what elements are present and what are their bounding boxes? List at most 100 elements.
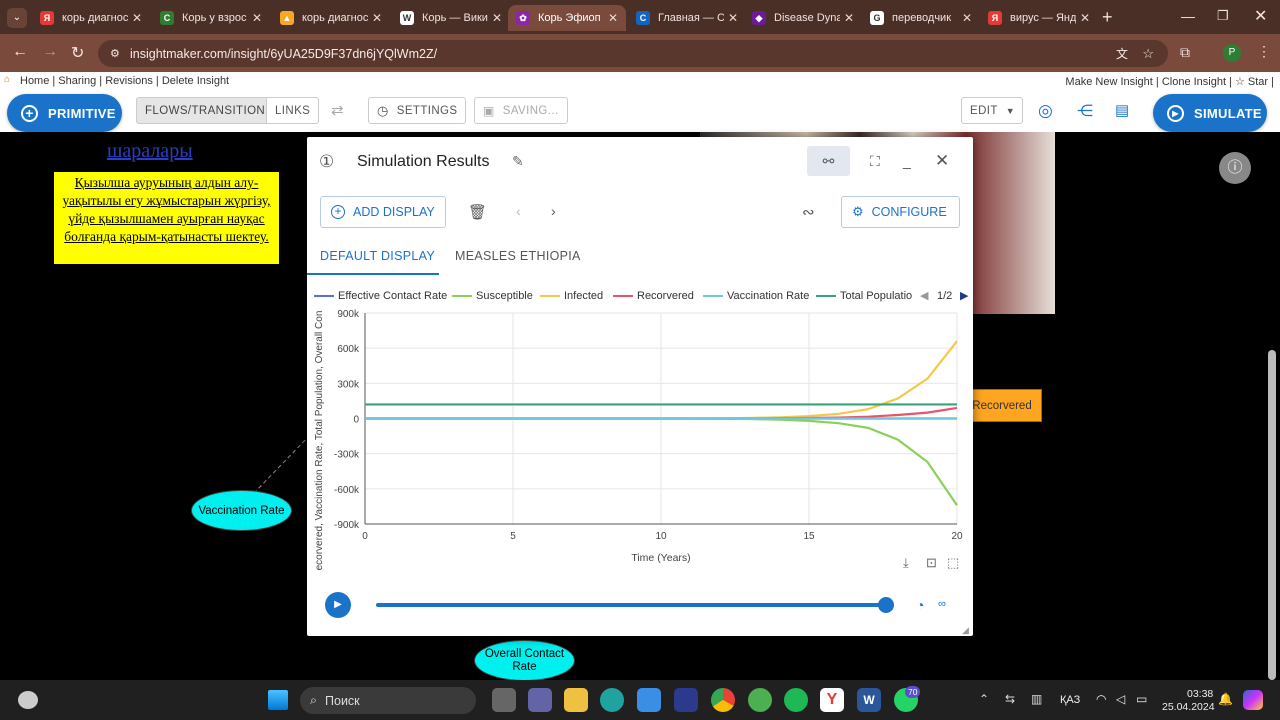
spotify-icon[interactable] [784, 688, 808, 712]
browser-tab[interactable]: ◆ Disease Dyna ✕ [744, 5, 862, 31]
resize-handle-icon[interactable]: ◢ [962, 625, 969, 635]
close-tab-icon[interactable]: ✕ [1079, 11, 1090, 25]
close-dialog-icon[interactable]: ✕ [935, 151, 950, 170]
bookmark-star-icon[interactable]: ☆ [1142, 45, 1154, 61]
copilot-icon[interactable] [1243, 690, 1263, 710]
flows-transitions-toggle[interactable]: FLOWS/TRANSITIONS [136, 97, 283, 124]
insight-links-right[interactable]: Make New Insight | Clone Insight | ☆ Sta… [1065, 76, 1274, 88]
notifications-icon[interactable]: 🔔 [1218, 692, 1233, 706]
tray-chevron-icon[interactable]: ⌃ [979, 692, 990, 706]
wifi-icon[interactable]: ◠ [1096, 692, 1107, 706]
word-icon[interactable]: W [857, 688, 881, 712]
site-info-icon[interactable]: ⚙ [110, 48, 120, 60]
settings-button[interactable]: ◷ SETTINGS [368, 97, 467, 124]
saving-button[interactable]: ▣ SAVING... [474, 97, 568, 124]
close-tab-icon[interactable]: ✕ [607, 11, 618, 25]
taskbar-search[interactable]: ⌕ Поиск [300, 687, 476, 714]
close-window-button[interactable]: ✕ [1254, 8, 1268, 25]
legend-prev-icon[interactable]: ◀ [920, 290, 929, 302]
browser-tab[interactable]: W Корь — Вики ✕ [392, 5, 510, 31]
close-tab-icon[interactable]: ✕ [251, 11, 262, 25]
maximize-window-button[interactable]: ❐ [1217, 8, 1229, 23]
close-tab-icon[interactable]: ✕ [843, 11, 854, 25]
download-icon[interactable]: ⤓ [903, 555, 909, 570]
battery-icon[interactable]: ▭ [1136, 692, 1148, 706]
extensions-icon[interactable]: ⧉ [1180, 44, 1190, 60]
tab-list-icon[interactable]: ⌄ [7, 8, 27, 28]
legend-next-icon[interactable]: ▶ [960, 290, 969, 302]
add-display-button[interactable]: + ADD DISPLAY [320, 196, 446, 228]
yandex-icon[interactable]: Y [820, 688, 844, 712]
tab-default-display[interactable]: DEFAULT DISPLAY [320, 249, 435, 263]
previous-display-icon[interactable]: ‹ [516, 203, 521, 219]
edit-title-icon[interactable]: ✎ [512, 153, 524, 169]
tray-media-icon[interactable]: ▥ [1031, 692, 1043, 706]
task-view-icon[interactable] [492, 688, 516, 712]
clock-date[interactable]: 25.04.2024 [1162, 701, 1215, 713]
legend-item[interactable]: Effective Contact Rate [314, 290, 447, 302]
page-scrollbar[interactable] [1268, 350, 1276, 680]
link-results-icon[interactable]: ⚯ [807, 146, 850, 176]
next-display-icon[interactable]: › [551, 203, 556, 219]
store-icon[interactable] [637, 688, 661, 712]
close-tab-icon[interactable]: ✕ [491, 11, 502, 25]
profile-avatar[interactable]: P [1223, 44, 1241, 62]
address-bar[interactable]: ⚙ insightmaker.com/insight/6yUA25D9F37dn… [98, 40, 1168, 67]
forward-icon[interactable]: → [42, 43, 58, 60]
chrome-icon[interactable] [711, 688, 735, 712]
file-explorer-icon[interactable] [564, 688, 588, 712]
close-tab-icon[interactable]: ✕ [371, 11, 382, 25]
browser-tab[interactable]: ✿ Корь Эфиоп ✕ [508, 5, 626, 31]
weather-icon[interactable] [18, 691, 38, 709]
minimize-window-button[interactable]: — [1181, 8, 1195, 24]
tray-apps-icon[interactable]: ⇆ [1005, 692, 1016, 706]
simulate-button[interactable]: ▶ SIMULATE [1153, 94, 1267, 132]
toolbox-icon[interactable]: ▤ [1115, 102, 1130, 119]
volume-icon[interactable]: ◁ [1116, 692, 1126, 706]
draw-icon[interactable]: ∾ [802, 204, 815, 221]
fullscreen-icon[interactable]: ⛶ [870, 153, 880, 169]
reload-icon[interactable]: ↻ [71, 45, 85, 62]
back-icon[interactable]: ← [12, 43, 28, 60]
legend-item[interactable]: Total Populatio [816, 290, 912, 302]
clock-time[interactable]: 03:38 [1187, 688, 1214, 700]
recovered-stock-node[interactable]: Recorvered [962, 389, 1042, 422]
close-tab-icon[interactable]: ✕ [131, 11, 142, 25]
tab-measles-ethiopia[interactable]: MEASLES ETHIOPIA [455, 249, 581, 263]
mail-icon[interactable] [674, 688, 698, 712]
overall-contact-rate-node[interactable]: Overall Contact Rate [474, 640, 575, 681]
time-slider-thumb[interactable] [878, 597, 894, 613]
browser-tab[interactable]: C Главная — С ✕ [628, 5, 746, 31]
share-icon[interactable]: ⋲ [1077, 103, 1093, 120]
info-icon[interactable]: ⓘ [1219, 152, 1251, 184]
configure-button[interactable]: ⚙ CONFIGURE [841, 196, 960, 228]
teams-icon[interactable] [528, 688, 552, 712]
start-button[interactable] [268, 690, 288, 710]
palette-icon[interactable]: ◎ [1038, 101, 1053, 120]
legend-item[interactable]: Recorvered [613, 290, 694, 302]
utorrent-icon[interactable] [748, 688, 772, 712]
minimize-dialog-icon[interactable]: _ [903, 153, 911, 169]
edge-icon[interactable] [600, 688, 624, 712]
expand-chart-icon[interactable]: ⬚ [947, 555, 960, 570]
language-indicator[interactable]: ҚАЗ [1060, 694, 1081, 706]
play-button[interactable]: ▶ [325, 592, 351, 618]
primitive-button[interactable]: + PRIMITIVE [7, 94, 122, 132]
translate-icon[interactable]: 文 [1115, 47, 1128, 61]
legend-item[interactable]: Vaccination Rate [703, 290, 809, 302]
edit-dropdown[interactable]: EDIT ▼ [961, 97, 1023, 124]
legend-item[interactable]: Susceptible [452, 290, 533, 302]
speed-icon[interactable]: ◔ [916, 597, 925, 613]
delete-display-icon[interactable]: 🗑 [468, 204, 488, 221]
swap-direction-icon[interactable]: ⇄ [331, 102, 344, 119]
prevention-note[interactable]: Қызылша ауруының алдын алу-уақытылы егу … [54, 172, 279, 264]
legend-item[interactable]: Infected [540, 290, 603, 302]
close-tab-icon[interactable]: ✕ [727, 11, 738, 25]
close-tab-icon[interactable]: ✕ [961, 11, 972, 25]
browser-tab[interactable]: ▲ корь диагнос ✕ [272, 5, 390, 31]
browser-tab[interactable]: C Корь у взрос ✕ [152, 5, 270, 31]
vaccination-rate-node[interactable]: Vaccination Rate [191, 490, 292, 531]
